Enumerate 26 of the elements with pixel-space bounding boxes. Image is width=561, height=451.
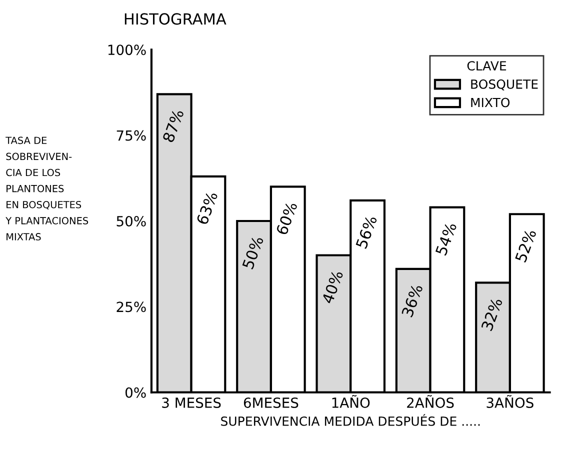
y-axis-title: TASA DE SOBREVIVEN- CIA DE LOS PLANTONES EN BOSQUETES Y PLANTACIONES MIXTAS [6,136,88,240]
data-label: 60% [276,201,298,236]
x-axis-title: SUPERVIVENCIA MEDIDA DESPUÉS DE ..... [221,414,480,426]
y-tick-label: 0% [125,387,146,398]
legend-title: CLAVE [467,61,506,71]
y-tick-label: 50% [116,216,146,226]
data-label: 50% [242,236,264,270]
data-label: 54% [435,222,457,256]
data-label: 87% [162,108,184,143]
chart-title: HISTOGRAMA [124,13,226,25]
y-tick-label: 75% [116,130,146,141]
data-label: 56% [355,215,378,249]
x-tick-label: 1AÑO [332,395,370,408]
x-tick-label: 2AÑOS [407,395,454,408]
x-tick-label: 3AÑOS [486,395,534,408]
y-tick-label: 100% [108,44,146,56]
data-label: 36% [401,284,424,318]
x-tick-label: 6MESES [244,397,298,408]
data-label: 40% [321,270,344,304]
y-tick-label: 25% [116,302,146,312]
legend-label: BOSQUETE [471,79,538,90]
data-label: 63% [196,191,218,226]
x-tick-label: 3 MESES [162,397,221,408]
data-label: 52% [514,228,537,263]
data-label: 32% [480,297,503,332]
legend-label: MIXTO [471,98,510,108]
